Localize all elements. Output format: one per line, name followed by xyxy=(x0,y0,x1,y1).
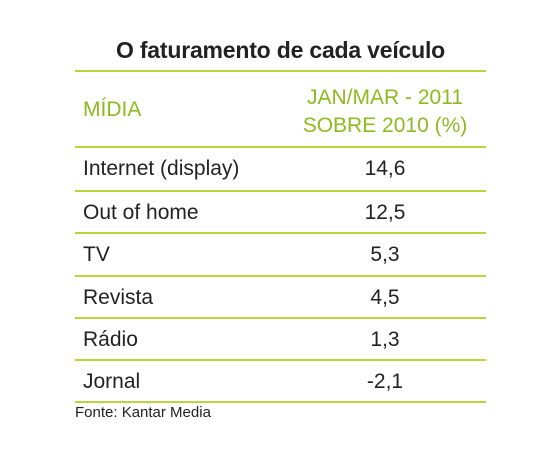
table-header: MÍDIA JAN/MAR - 2011 SOBRE 2010 (%) xyxy=(75,74,486,146)
table-row: Rádio 1,3 xyxy=(75,319,486,361)
table-row: Revista 4,5 xyxy=(75,277,486,319)
media-name: Revista xyxy=(83,286,154,309)
divider xyxy=(75,70,486,72)
media-name: TV xyxy=(83,243,110,266)
media-value: -2,1 xyxy=(366,370,404,393)
table-row: Internet (display) 14,6 xyxy=(75,148,486,190)
media-name: Internet (display) xyxy=(83,157,240,180)
source-note: Fonte: Kantar Media xyxy=(75,404,211,421)
table-row: Jornal -2,1 xyxy=(75,361,486,403)
table-row: Out of home 12,5 xyxy=(75,192,486,234)
table-row: TV 5,3 xyxy=(75,234,486,276)
media-name: Jornal xyxy=(83,370,141,393)
column-header-period: JAN/MAR - 2011 SOBRE 2010 (%) xyxy=(295,84,475,140)
media-value: 12,5 xyxy=(364,201,406,224)
column-header-period-line2: SOBRE 2010 (%) xyxy=(302,114,468,137)
media-value: 1,3 xyxy=(370,328,400,351)
media-value: 14,6 xyxy=(364,157,406,180)
column-header-period-line1: JAN/MAR - 2011 xyxy=(307,86,463,109)
table-title: O faturamento de cada veículo xyxy=(115,37,446,63)
media-name: Rádio xyxy=(83,328,138,351)
column-header-media: MÍDIA xyxy=(83,98,142,121)
divider xyxy=(75,359,486,361)
media-value: 5,3 xyxy=(370,243,400,266)
media-name: Out of home xyxy=(83,201,199,224)
divider xyxy=(75,232,486,234)
divider xyxy=(75,190,486,192)
divider xyxy=(75,275,486,277)
divider xyxy=(75,317,486,319)
media-value: 4,5 xyxy=(370,286,400,309)
divider xyxy=(75,146,486,148)
divider xyxy=(75,401,486,403)
